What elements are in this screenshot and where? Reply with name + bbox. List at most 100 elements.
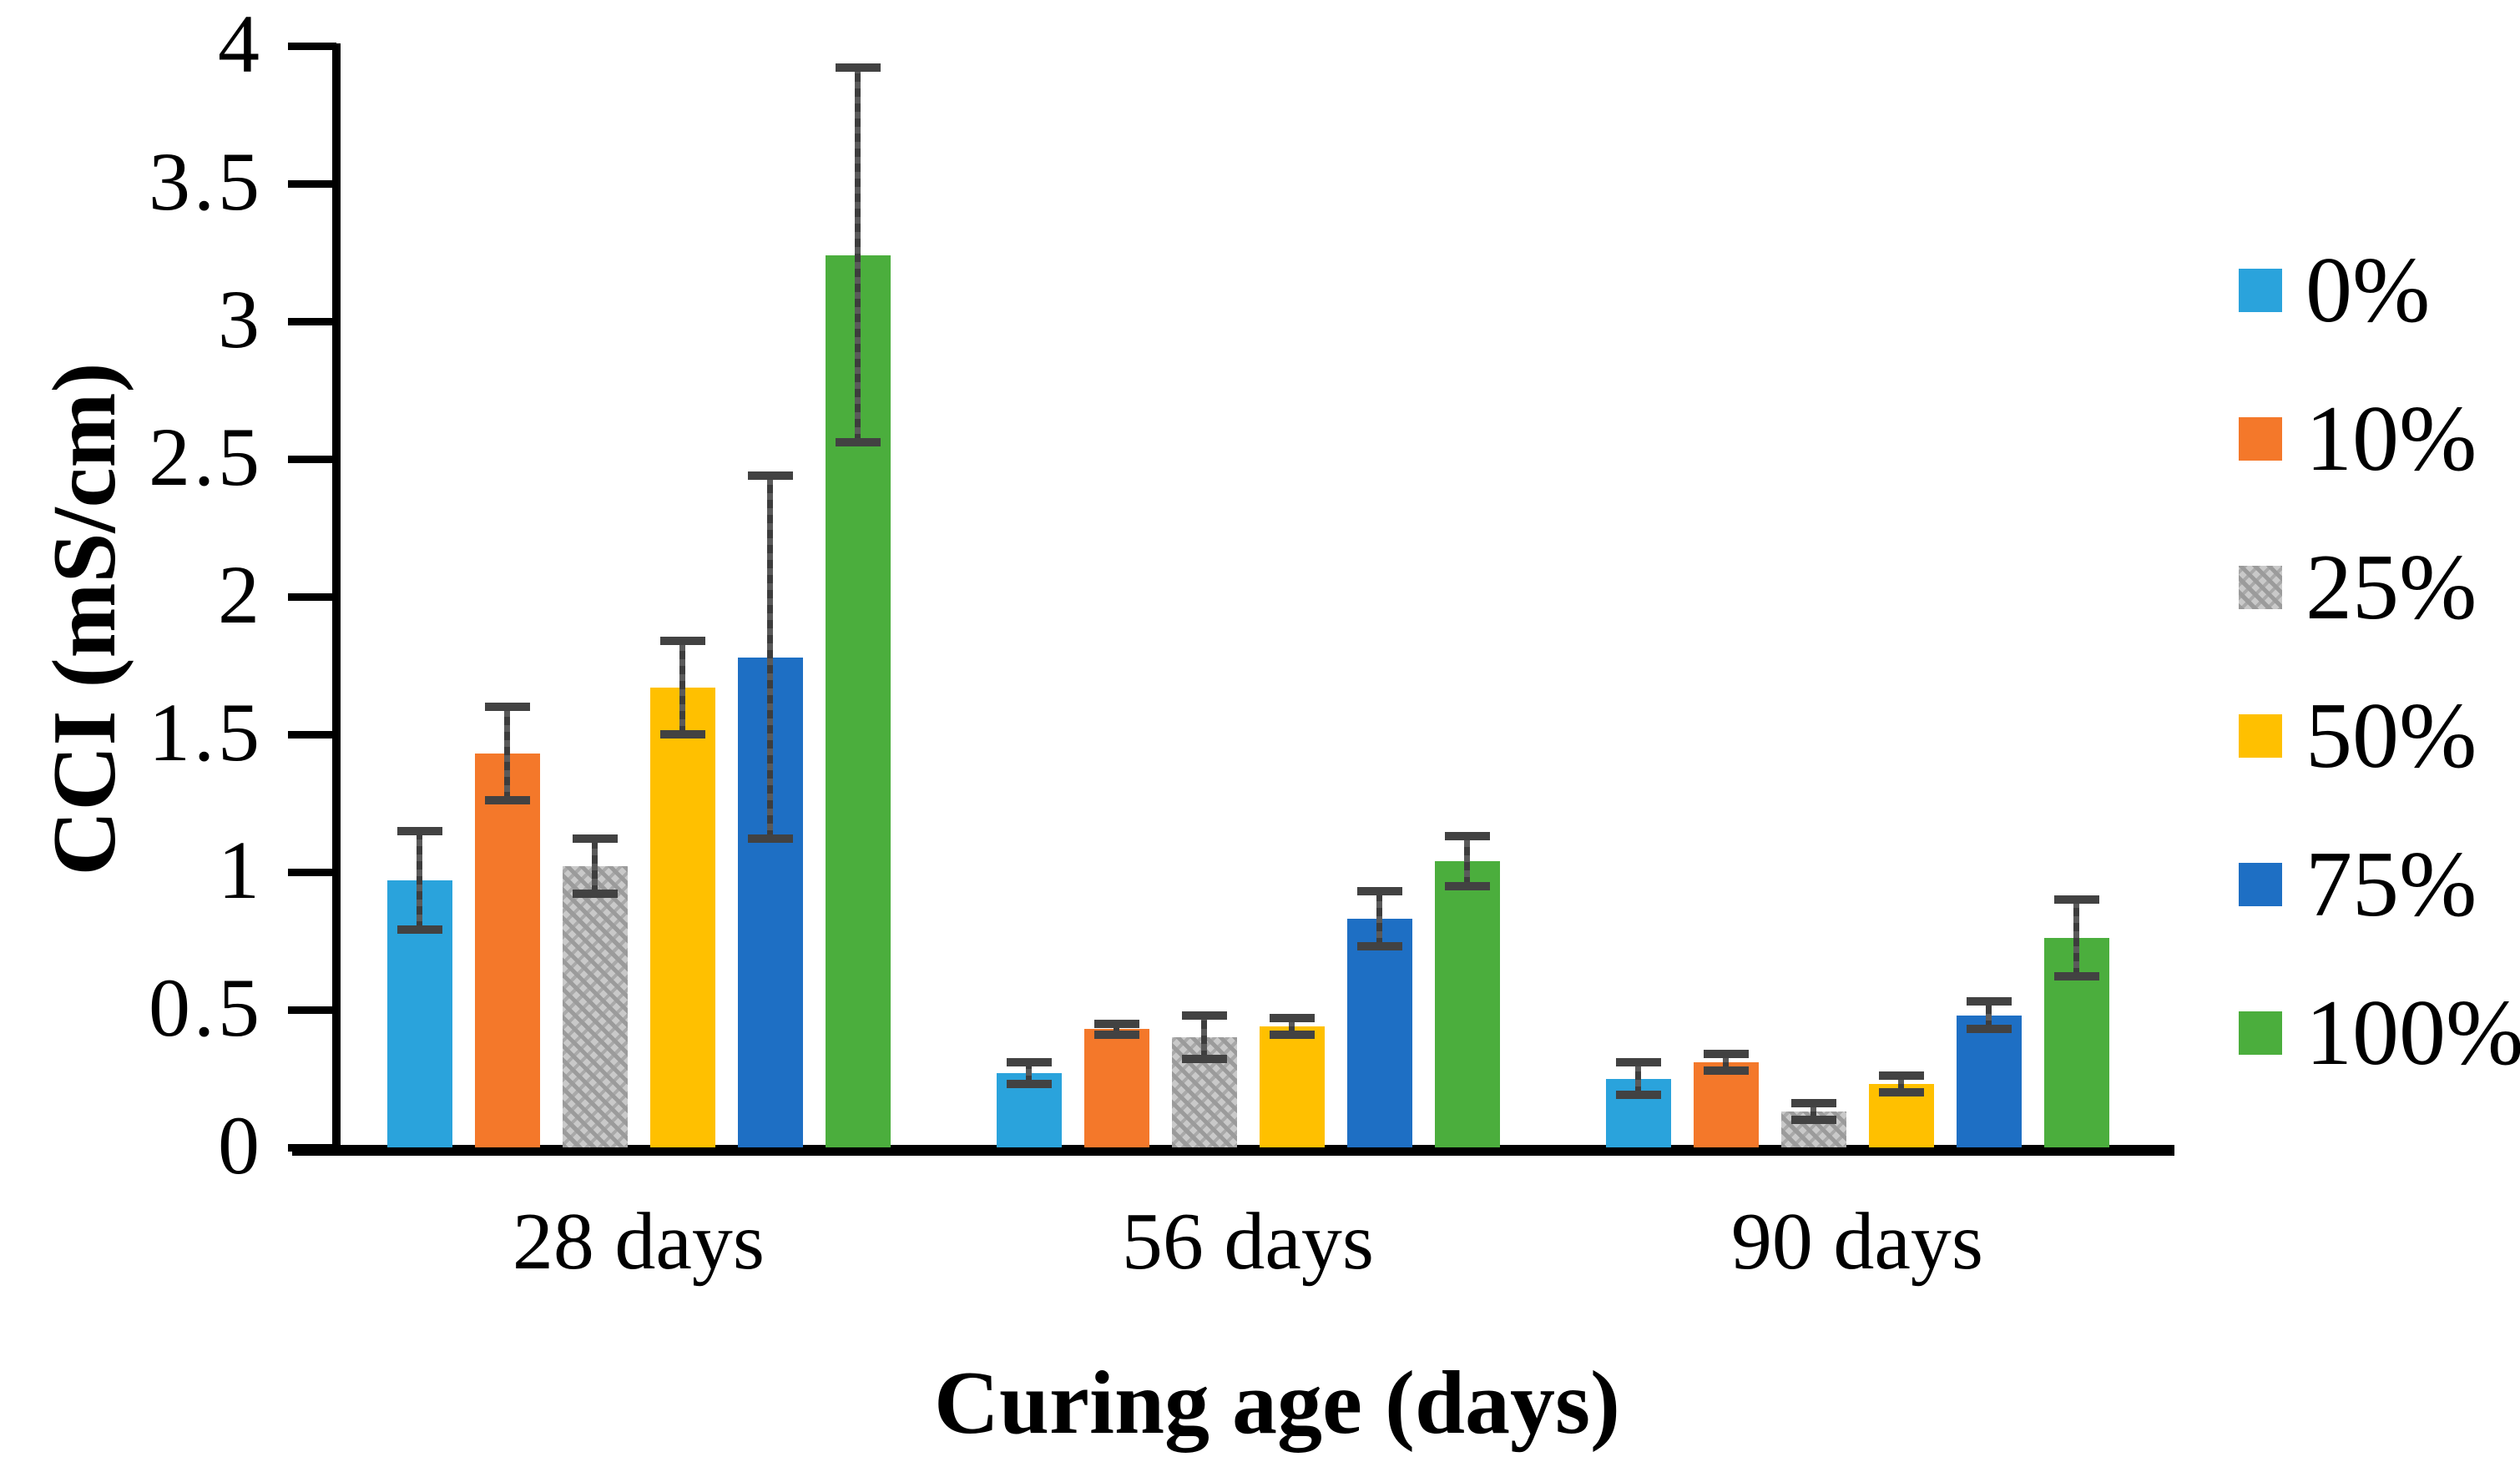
bar-56-days-50% bbox=[1259, 1026, 1325, 1147]
error-bar-line bbox=[1289, 1017, 1295, 1035]
x-category-label: 90 days bbox=[1730, 1197, 1984, 1287]
error-bar-cap bbox=[835, 438, 881, 447]
error-bar-cap bbox=[1878, 1088, 1924, 1096]
error-bar-cap bbox=[1444, 832, 1490, 841]
y-tick-mark bbox=[288, 869, 336, 876]
error-bar-cap bbox=[659, 730, 705, 739]
y-tick-mark bbox=[288, 593, 336, 601]
legend-label: 75% bbox=[2305, 833, 2477, 936]
error-bar-cap bbox=[1878, 1071, 1924, 1081]
bar-28-days-10% bbox=[474, 754, 540, 1147]
error-bar-cap bbox=[1181, 1011, 1227, 1020]
legend-swatch-icon bbox=[2239, 417, 2282, 461]
y-tick-label: 3 bbox=[218, 273, 263, 365]
error-bar-line bbox=[1898, 1076, 1904, 1092]
error-bar-cap bbox=[572, 834, 618, 844]
error-bar-line bbox=[417, 830, 422, 930]
x-axis-line bbox=[292, 1145, 2174, 1156]
y-tick-label: 0.5 bbox=[149, 961, 263, 1054]
error-bar-cap bbox=[1356, 942, 1402, 951]
legend-item-50%: 50% bbox=[2239, 686, 2477, 786]
legend-item-0%: 0% bbox=[2239, 240, 2430, 340]
error-bar-cap bbox=[1181, 1055, 1227, 1064]
error-bar-cap bbox=[1006, 1057, 1052, 1066]
x-category-label: 56 days bbox=[1121, 1197, 1375, 1287]
error-bar-cap bbox=[1006, 1080, 1052, 1089]
x-axis-title: Curing age (days) bbox=[933, 1354, 1621, 1453]
bar-56-days-10% bbox=[1083, 1029, 1149, 1147]
error-bar-line bbox=[1026, 1061, 1032, 1085]
y-tick-label: 1.5 bbox=[149, 686, 263, 779]
error-bar-cap bbox=[572, 890, 618, 899]
error-bar-line bbox=[2073, 900, 2079, 977]
error-bar-cap bbox=[835, 63, 881, 73]
error-bar-cap bbox=[1269, 1030, 1315, 1039]
legend-item-100%: 100% bbox=[2239, 983, 2520, 1083]
error-bar-cap bbox=[2053, 972, 2099, 981]
error-bar-line bbox=[1114, 1023, 1119, 1035]
error-bar-line bbox=[1376, 891, 1382, 947]
error-bar-cap bbox=[1703, 1049, 1749, 1058]
error-bar-line bbox=[1810, 1103, 1816, 1120]
error-bar-cap bbox=[484, 703, 530, 711]
legend-item-25%: 25% bbox=[2239, 537, 2477, 638]
error-bar-cap bbox=[747, 834, 793, 844]
y-tick-label: 2.5 bbox=[149, 411, 263, 503]
legend-swatch-icon bbox=[2239, 714, 2282, 758]
error-bar-line bbox=[679, 640, 685, 734]
error-bar-line bbox=[855, 68, 861, 443]
y-axis-line bbox=[332, 43, 341, 1153]
error-bar-cap bbox=[659, 636, 705, 645]
y-tick-label: 1 bbox=[218, 824, 263, 916]
bar-56-days-100% bbox=[1434, 860, 1500, 1147]
legend-label: 50% bbox=[2305, 684, 2477, 788]
error-bar-cap bbox=[1966, 1025, 2012, 1034]
error-bar-cap bbox=[1615, 1091, 1661, 1100]
y-tick-mark bbox=[288, 456, 336, 463]
bar-56-days-75% bbox=[1346, 919, 1412, 1147]
y-tick-label: 4 bbox=[218, 0, 263, 90]
y-tick-label: 2 bbox=[218, 548, 263, 641]
y-tick-mark bbox=[288, 1006, 336, 1014]
legend-swatch-icon bbox=[2239, 269, 2282, 312]
error-bar-line bbox=[504, 707, 510, 801]
y-tick-mark bbox=[288, 318, 336, 325]
error-bar-cap bbox=[2053, 895, 2099, 904]
error-bar-cap bbox=[1444, 881, 1490, 890]
error-bar-cap bbox=[1615, 1057, 1661, 1066]
legend-label: 25% bbox=[2305, 536, 2477, 639]
legend-swatch-icon bbox=[2239, 1011, 2282, 1055]
bar-28-days-50% bbox=[649, 687, 715, 1147]
legend-label: 100% bbox=[2305, 981, 2520, 1085]
legend-label: 10% bbox=[2305, 387, 2477, 491]
error-bar-line bbox=[1635, 1061, 1641, 1096]
y-tick-mark bbox=[288, 1144, 336, 1152]
bar-90-days-75% bbox=[1956, 1015, 2022, 1147]
legend-item-75%: 75% bbox=[2239, 834, 2477, 935]
error-bar-cap bbox=[1966, 997, 2012, 1006]
error-bar-cap bbox=[1790, 1099, 1836, 1108]
legend-swatch-icon bbox=[2239, 863, 2282, 906]
legend-label: 0% bbox=[2305, 239, 2431, 342]
legend-swatch-icon bbox=[2239, 566, 2282, 609]
y-tick-label: 0 bbox=[218, 1099, 263, 1192]
error-bar-line bbox=[592, 839, 598, 895]
error-bar-cap bbox=[1269, 1013, 1315, 1022]
error-bar-cap bbox=[396, 826, 442, 835]
error-bar-line bbox=[1464, 836, 1470, 886]
error-bar-line bbox=[1201, 1015, 1207, 1060]
y-tick-label: 3.5 bbox=[149, 135, 263, 228]
x-category-label: 28 days bbox=[512, 1197, 765, 1287]
error-bar-cap bbox=[1356, 887, 1402, 896]
error-bar-cap bbox=[1703, 1066, 1749, 1075]
error-bar-cap bbox=[484, 796, 530, 805]
error-bar-line bbox=[767, 475, 773, 839]
error-bar-cap bbox=[396, 925, 442, 935]
y-tick-mark bbox=[288, 180, 336, 188]
error-bar-cap bbox=[1093, 1030, 1139, 1039]
error-bar-line bbox=[1986, 1001, 1992, 1030]
error-bar-line bbox=[1723, 1053, 1729, 1071]
bar-28-days-25% bbox=[562, 866, 628, 1147]
error-bar-cap bbox=[747, 471, 793, 480]
